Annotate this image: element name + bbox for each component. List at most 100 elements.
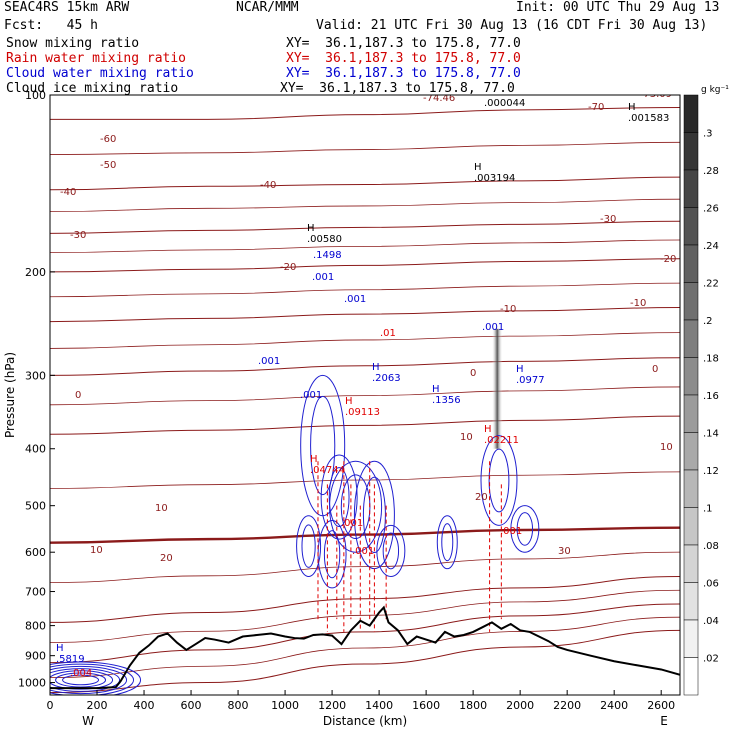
colorbar-swatch (683, 244, 699, 283)
x-tick-label: 1000 (271, 699, 299, 712)
colorbar-swatch (683, 207, 699, 246)
colorbar-swatch (683, 469, 699, 508)
isotherm-line (50, 198, 680, 212)
colorbar-swatch (683, 94, 699, 133)
isotherm-label: 10 (90, 545, 103, 556)
rain-label: .09113 (345, 407, 380, 418)
plot-frame (49, 94, 681, 696)
isotherm-label: -70 (588, 102, 604, 113)
rain-label: .001 (500, 526, 522, 537)
x-tick-label: 1200 (318, 699, 346, 712)
colorbar-label: .22 (703, 279, 719, 290)
isotherm-label: -10 (500, 304, 516, 315)
isotherm-label: 10 (660, 442, 673, 453)
cloud-water-label: .001 (258, 356, 280, 367)
y-tick-label: 900 (25, 650, 46, 663)
cloud-ice-label: .00580 (307, 234, 342, 245)
cloud-water-contour (516, 512, 534, 546)
field-label-cloud-ice: Cloud ice mixing ratio (6, 81, 179, 96)
cloud-water-contour (362, 476, 386, 554)
isotherm-label: 20 (160, 553, 173, 564)
x-tick-label: 2400 (600, 699, 628, 712)
y-tick-label: 700 (25, 586, 46, 599)
rain-label: .001 (352, 546, 374, 557)
field-xy-snow: XY= 36.1,187.3 to 175.8, 77.0 (286, 36, 521, 51)
colorbar-label: .18 (703, 354, 719, 365)
snow-label: H (484, 87, 492, 98)
isotherm-line (50, 616, 680, 679)
x-tick-label: 600 (181, 699, 202, 712)
isotherm-line (50, 332, 680, 349)
x-tick-label: 200 (87, 699, 108, 712)
y-tick-label: 200 (25, 266, 46, 279)
isotherm-label: 10 (460, 432, 473, 443)
colorbar-swatch (683, 544, 699, 583)
rain-label: H (484, 424, 492, 435)
isotherm-line (50, 629, 680, 694)
cloud-water-label: .001 (344, 294, 366, 305)
y-tick-label: 400 (25, 443, 46, 456)
colorbar-label: .08 (703, 541, 719, 552)
isotherm-label: -20 (660, 254, 676, 265)
snow-label: .003194 (474, 173, 515, 184)
y-tick-label: 500 (25, 500, 46, 513)
isotherm-label: 0 (75, 390, 81, 401)
field-label-rain: Rain water mixing ratio (6, 51, 187, 66)
y-axis-label: Pressure (hPa) (3, 352, 17, 438)
colorbar-label: .12 (703, 466, 719, 477)
colorbar-label: .06 (703, 579, 719, 590)
colorbar-unit: g kg⁻¹ (701, 85, 729, 95)
field-label-snow: Snow mixing ratio (6, 36, 140, 51)
isotherm-label: -30 (600, 214, 616, 225)
snow-label: H (628, 102, 636, 113)
cloud-water-label: H (372, 362, 380, 373)
colorbar-label: .14 (703, 429, 719, 440)
isotherm-label: -50 (100, 160, 116, 171)
colorbar-swatch (683, 169, 699, 208)
x-tick-label: 0 (47, 699, 54, 712)
rain-label: .02211 (484, 435, 519, 446)
isotherm-line (50, 141, 680, 155)
colorbar-swatch (683, 657, 699, 696)
isotherm-label: 0 (652, 364, 658, 375)
model-title: SEAC4RS 15km ARW (4, 0, 130, 15)
cloud-water-contour (510, 505, 540, 553)
cloud-water-label: .2063 (372, 373, 401, 384)
isotherm-line (50, 576, 680, 623)
cloud-water-contour (310, 395, 336, 496)
isotherm-line (50, 307, 680, 323)
x-tick-label: 2200 (553, 699, 581, 712)
cloud-water-contour (382, 532, 400, 570)
snow-label: .001583 (628, 113, 669, 124)
colorbar-swatch (683, 394, 699, 433)
isotherm-label: -40 (260, 180, 276, 191)
field-xy-cloud-ice: XY= 36.1,187.3 to 175.8, 77.0 (280, 81, 515, 96)
cloud-water-contour (301, 524, 316, 568)
rain-label: .01 (380, 328, 396, 339)
valid-time: Valid: 21 UTC Fri 30 Aug 13 (16 CDT Fri … (316, 18, 708, 33)
cloud-water-contour (55, 672, 107, 688)
cloud-water-contour (441, 523, 454, 562)
isotherm-line (50, 282, 680, 298)
colorbar-label: .1 (703, 504, 713, 515)
rain-label: .001 (341, 518, 363, 529)
cloud-water-label: .001 (312, 272, 334, 283)
y-tick-label: 600 (25, 546, 46, 559)
cloud-water-label: .0977 (516, 375, 545, 386)
colorbar-label: .16 (703, 391, 719, 402)
cloud-water-label: .1356 (432, 395, 461, 406)
cloud-water-contour (50, 670, 114, 690)
rain-label: H (310, 454, 318, 465)
cloud-water-label: .5819 (56, 654, 85, 665)
isotherm-line (50, 357, 680, 376)
isotherm-label: 0 (470, 368, 476, 379)
init-time: Init: 00 UTC Thu 29 Aug 13 (516, 0, 720, 15)
colorbar-label: .02 (703, 654, 719, 665)
colorbar-label: .04 (703, 616, 719, 627)
y-tick-label: 800 (25, 620, 46, 633)
cloud-water-contour (296, 515, 322, 578)
snow-label: H (474, 162, 482, 173)
cloud-water-contour (328, 467, 350, 528)
cloud-water-contour (50, 661, 142, 695)
